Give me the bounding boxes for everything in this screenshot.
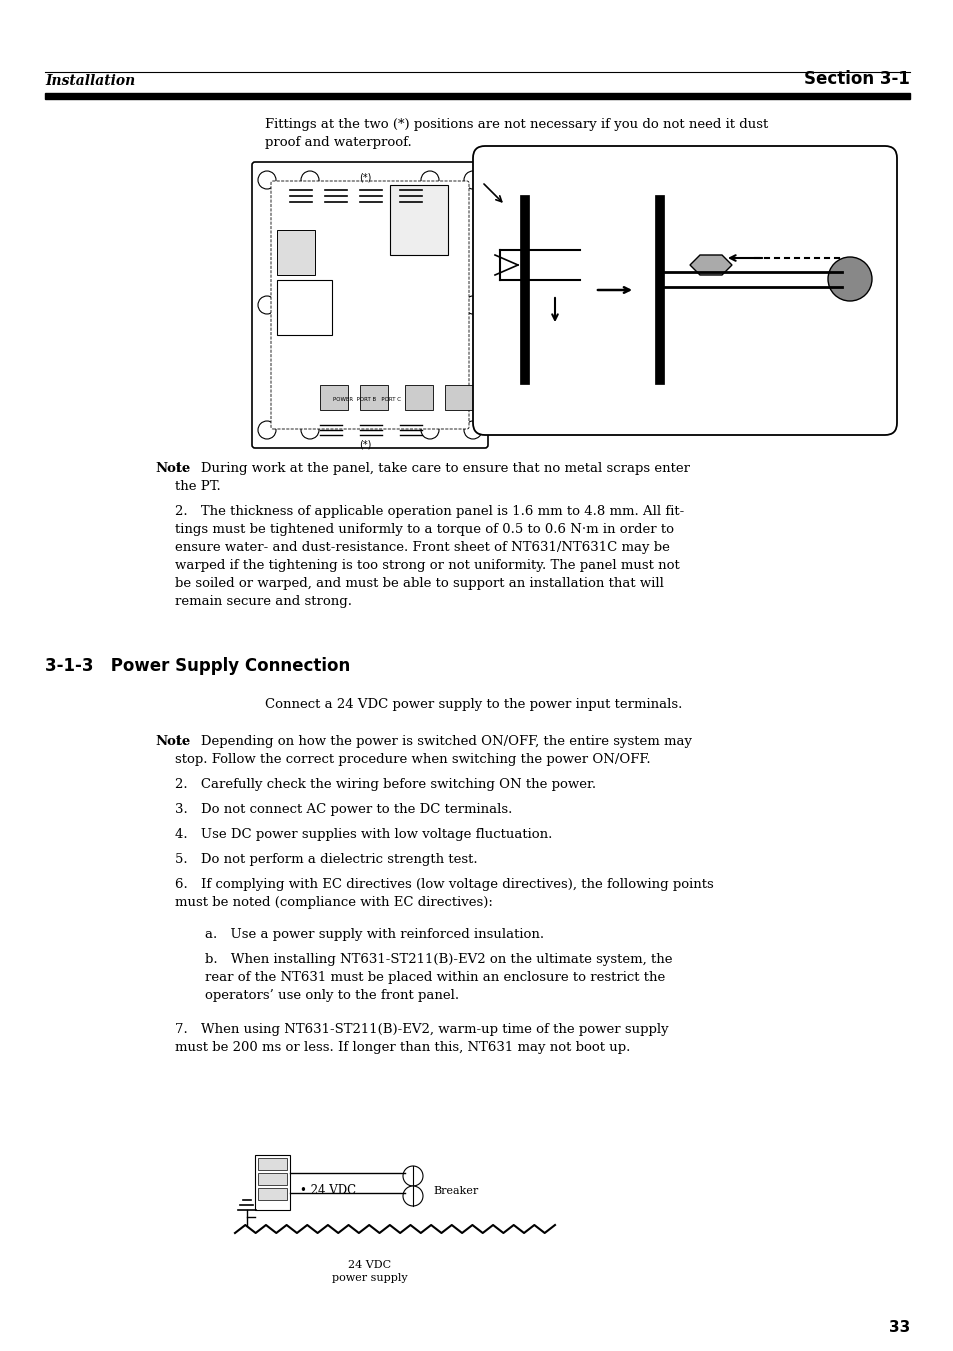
Text: 24 VDC
power supply: 24 VDC power supply xyxy=(332,1260,407,1283)
Text: Section 3-1: Section 3-1 xyxy=(803,70,909,88)
Text: 1. During work at the panel, take care to ensure that no metal scraps enter
the : 1. During work at the panel, take care t… xyxy=(174,462,689,493)
Text: 33: 33 xyxy=(888,1320,909,1335)
Circle shape xyxy=(463,172,481,189)
Text: 3. Do not connect AC power to the DC terminals.: 3. Do not connect AC power to the DC ter… xyxy=(174,802,512,816)
FancyBboxPatch shape xyxy=(271,181,469,430)
Bar xyxy=(257,1173,287,1185)
Bar xyxy=(276,280,332,335)
Bar xyxy=(390,185,448,255)
Text: 2. The thickness of applicable operation panel is 1.6 mm to 4.8 mm. All fit-
tin: 2. The thickness of applicable operation… xyxy=(174,505,683,608)
Text: 5. Do not perform a dielectric strength test.: 5. Do not perform a dielectric strength … xyxy=(174,852,477,866)
Polygon shape xyxy=(689,255,731,276)
Bar xyxy=(257,1188,287,1200)
Circle shape xyxy=(420,422,438,439)
Bar xyxy=(319,385,348,409)
Text: 2. Carefully check the wiring before switching ON the power.: 2. Carefully check the wiring before swi… xyxy=(174,778,596,790)
Text: (*): (*) xyxy=(358,440,371,450)
Text: a. Use a power supply with reinforced insulation.: a. Use a power supply with reinforced in… xyxy=(205,928,543,942)
Circle shape xyxy=(301,422,318,439)
Circle shape xyxy=(402,1166,422,1186)
Text: Connect a 24 VDC power supply to the power input terminals.: Connect a 24 VDC power supply to the pow… xyxy=(265,698,681,711)
Circle shape xyxy=(463,296,481,313)
Text: Fittings at the two (*) positions are not necessary if you do not need it dust
p: Fittings at the two (*) positions are no… xyxy=(265,118,767,149)
Text: b. When installing NT631-ST211(B)-EV2 on the ultimate system, the
rear of the NT: b. When installing NT631-ST211(B)-EV2 on… xyxy=(205,952,672,1002)
Circle shape xyxy=(301,172,318,189)
Text: 4. Use DC power supplies with low voltage fluctuation.: 4. Use DC power supplies with low voltag… xyxy=(174,828,552,842)
Text: 3-1-3   Power Supply Connection: 3-1-3 Power Supply Connection xyxy=(45,657,350,676)
Circle shape xyxy=(827,257,871,301)
Bar xyxy=(45,93,909,99)
Bar xyxy=(276,230,314,276)
Text: Note: Note xyxy=(154,462,190,476)
Text: POWER  PORT B   PORT C: POWER PORT B PORT C xyxy=(333,397,400,403)
Circle shape xyxy=(463,422,481,439)
Bar xyxy=(405,385,433,409)
Text: 7. When using NT631-ST211(B)-EV2, warm-up time of the power supply
must be 200 m: 7. When using NT631-ST211(B)-EV2, warm-u… xyxy=(174,1023,668,1054)
Text: Note: Note xyxy=(154,735,190,748)
Circle shape xyxy=(257,422,275,439)
FancyBboxPatch shape xyxy=(252,162,488,449)
Bar xyxy=(359,385,388,409)
Circle shape xyxy=(420,172,438,189)
Text: • 24 VDC: • 24 VDC xyxy=(299,1183,355,1197)
Bar xyxy=(257,1158,287,1170)
Circle shape xyxy=(257,296,275,313)
Text: 1. Depending on how the power is switched ON/OFF, the entire system may
stop. Fo: 1. Depending on how the power is switche… xyxy=(174,735,691,766)
Text: 6. If complying with EC directives (low voltage directives), the following point: 6. If complying with EC directives (low … xyxy=(174,878,713,909)
Text: Installation: Installation xyxy=(45,74,135,88)
Text: Breaker: Breaker xyxy=(433,1186,477,1196)
Bar xyxy=(254,1155,290,1210)
Circle shape xyxy=(257,172,275,189)
Bar xyxy=(444,385,473,409)
Text: (*): (*) xyxy=(358,172,371,182)
FancyBboxPatch shape xyxy=(473,146,896,435)
Circle shape xyxy=(402,1186,422,1206)
